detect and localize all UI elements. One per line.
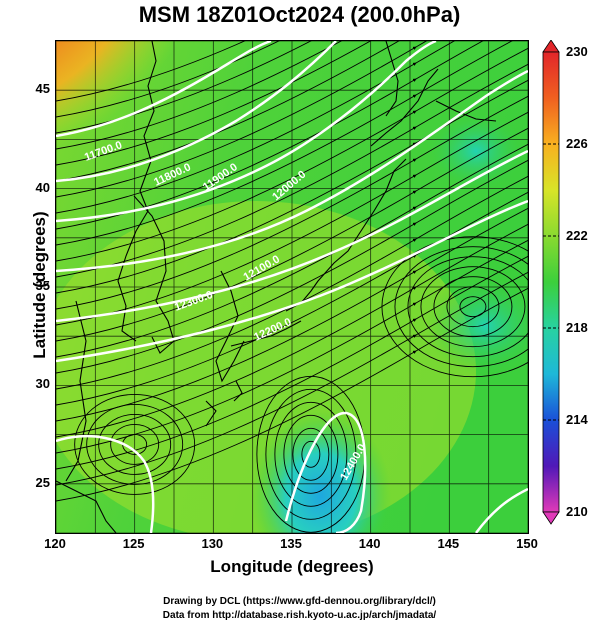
streamline (265, 388, 357, 520)
coastlines (56, 41, 497, 533)
streamline (56, 111, 528, 326)
streamline (56, 41, 343, 150)
streamline (56, 47, 528, 262)
streamline (56, 41, 428, 198)
streamline (56, 239, 528, 454)
streamline (56, 63, 528, 278)
x-tick-label: 125 (122, 536, 145, 551)
colorbar-tick-label: 210 (566, 504, 588, 519)
y-tick-label: 45 (35, 81, 50, 97)
x-axis-label: Longitude (degrees) (210, 557, 374, 576)
colorbar-tick-label: 222 (566, 228, 588, 243)
wind-streamlines (56, 41, 528, 533)
footer-credit-drawing: Drawing by DCL (https://www.gfd-dennou.o… (163, 596, 436, 607)
footer-credit-data: Data from http://database.rish.kyoto-u.a… (162, 610, 437, 621)
streamline (56, 41, 280, 118)
streamline (274, 401, 348, 507)
streamline (56, 191, 528, 406)
chart-title: MSM 18Z01Oct2024 (200.0hPa) (138, 2, 461, 27)
colorbar (542, 40, 560, 525)
streamline (56, 41, 246, 102)
streamline (292, 427, 330, 481)
streamline (407, 256, 528, 358)
streamline (283, 414, 339, 494)
streamline (56, 287, 528, 502)
x-tick-label: 145 (437, 536, 460, 551)
streamline (394, 246, 528, 368)
colorbar-tick-label: 214 (566, 412, 588, 427)
streamline (56, 127, 528, 342)
colorbar-tick-label: 230 (566, 44, 588, 59)
y-tick-label: 40 (35, 179, 50, 195)
streamline (56, 95, 528, 310)
y-tick-label: 25 (35, 474, 50, 490)
streamline (56, 143, 528, 358)
map-plot-area: 11700.0 11800.0 11900.0 12000.0 12100.0 12200… (55, 40, 529, 534)
streamline (56, 41, 400, 182)
y-tick-label: 30 (35, 376, 50, 392)
streamline (56, 223, 528, 438)
streamline (433, 276, 513, 338)
colorbar-tick-label: 226 (566, 136, 588, 151)
x-tick-label: 140 (358, 536, 381, 551)
geopotential-contours (56, 41, 528, 533)
streamline (56, 41, 372, 166)
streamline (301, 440, 321, 468)
streamline (56, 207, 528, 422)
x-tick-label: 135 (280, 536, 302, 551)
streamline (56, 79, 528, 294)
x-tick-label: 130 (201, 536, 224, 551)
streamline (56, 175, 528, 390)
x-tick-label: 120 (44, 536, 66, 551)
streamline (56, 271, 528, 486)
streamline (56, 41, 484, 230)
x-tick-label: 150 (516, 536, 538, 551)
y-tick-label: 35 (35, 278, 50, 293)
streamline (459, 296, 487, 318)
streamline (420, 266, 526, 348)
colorbar-tick-label: 218 (566, 320, 588, 335)
streamline (381, 236, 528, 378)
streamline (56, 159, 528, 374)
streamline (56, 41, 312, 134)
